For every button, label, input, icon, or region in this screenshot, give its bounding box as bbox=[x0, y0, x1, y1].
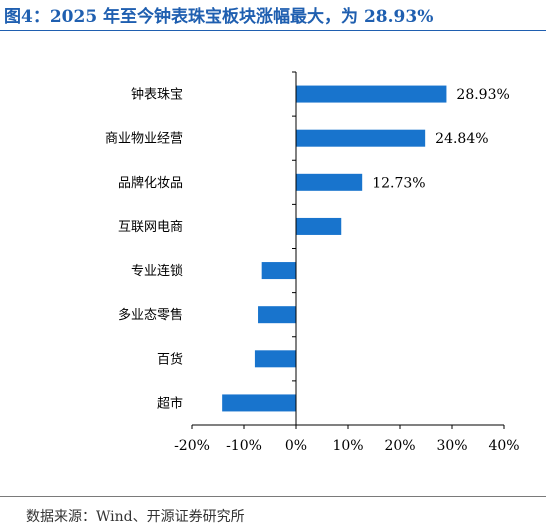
category-label: 互联网电商 bbox=[118, 220, 183, 235]
bar-1 bbox=[296, 129, 426, 147]
data-label: 24.84% bbox=[435, 131, 488, 147]
title-divider bbox=[0, 30, 546, 31]
category-label: 超市 bbox=[157, 395, 183, 411]
bars-layer bbox=[222, 85, 447, 412]
category-label: 百货 bbox=[157, 351, 183, 367]
category-label: 商业物业经营 bbox=[105, 132, 183, 147]
bar-0 bbox=[296, 85, 447, 103]
data-label: 28.93% bbox=[456, 87, 509, 103]
labels-layer: 钟表珠宝 28.93% 商业物业经营 24.84% 品牌化妆品 12.73% 互联网电商专业… bbox=[105, 87, 520, 454]
data-label: 12.73% bbox=[372, 175, 425, 191]
bar-6 bbox=[254, 350, 296, 368]
x-tick-label: 40% bbox=[488, 438, 519, 454]
bar-chart: 钟表珠宝 28.93% 商业物业经营 24.84% 品牌化妆品 12.73% 互联网电商专业… bbox=[105, 71, 520, 454]
bar-2 bbox=[296, 173, 363, 191]
x-tick-label: 20% bbox=[384, 438, 415, 454]
source-note: 数据来源：Wind、开源证券研究所 bbox=[26, 509, 245, 525]
x-tick-label: -10% bbox=[226, 438, 262, 454]
bar-7 bbox=[222, 394, 296, 412]
x-tick-label: -20% bbox=[174, 438, 210, 454]
source-divider bbox=[0, 496, 546, 497]
bar-5 bbox=[258, 306, 296, 324]
x-tick-label: 30% bbox=[436, 438, 467, 454]
bar-3 bbox=[296, 217, 342, 235]
category-label: 多业态零售 bbox=[118, 307, 183, 323]
axis-layer bbox=[191, 71, 505, 429]
category-label: 品牌化妆品 bbox=[118, 175, 183, 191]
category-label: 专业连锁 bbox=[131, 263, 183, 279]
category-label: 钟表珠宝 bbox=[131, 87, 183, 103]
x-tick-label: 10% bbox=[332, 438, 363, 454]
bar-4 bbox=[261, 262, 296, 280]
x-tick-label: 0% bbox=[285, 438, 307, 454]
figure-title: 图4：2025 年至今钟表珠宝板块涨幅最大，为 28.93% bbox=[4, 7, 434, 27]
